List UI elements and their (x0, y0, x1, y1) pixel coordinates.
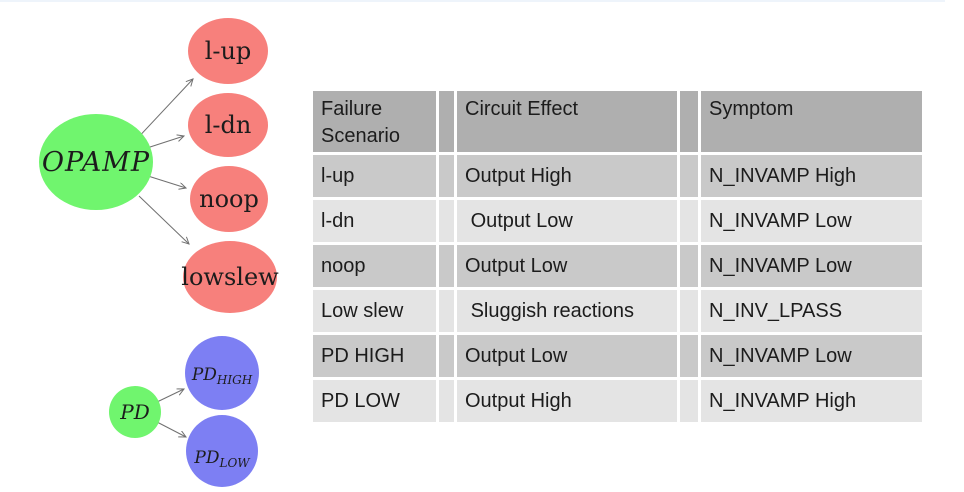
cell-effect: Output Low (457, 335, 677, 377)
window-edge-line (0, 0, 945, 2)
arrow-pd-low (156, 421, 186, 437)
cell-effect: Output Low (457, 200, 677, 242)
fault-tree-diagram: OPAMP l-up l-dn noop lowslew PD PDHIGH (39, 18, 279, 487)
pd-low-label-sub: LOW (218, 456, 251, 470)
cell-spacer (680, 200, 698, 242)
cell-symptom: N_INVAMP Low (701, 335, 922, 377)
cell-symptom: N_INVAMP Low (701, 245, 922, 287)
arrow-opamp-lowslew (138, 195, 189, 244)
pd-label: PD (119, 400, 150, 424)
cell-spacer (680, 290, 698, 332)
pd-high-label-main: PD (191, 365, 217, 385)
opamp-ellipse (39, 114, 153, 210)
header-failure-scenario: Failure Scenario (313, 91, 436, 152)
cell-effect: Output High (457, 155, 677, 197)
cell-spacer (680, 155, 698, 197)
pd-low-label-main: PD (193, 448, 219, 468)
cell-spacer (680, 335, 698, 377)
pd-arrows (156, 389, 186, 437)
header-spacer-1 (439, 91, 454, 152)
cell-symptom: N_INVAMP High (701, 380, 922, 422)
pd-high-circle (185, 336, 259, 410)
cell-scenario: l-dn (313, 200, 436, 242)
opamp-arrows (132, 79, 193, 244)
lowslew-label: lowslew (181, 263, 279, 291)
cell-symptom: N_INVAMP Low (701, 200, 922, 242)
cell-spacer (439, 155, 454, 197)
failure-scenario-table: Failure Scenario Circuit Effect Symptom … (313, 91, 922, 422)
cell-spacer (439, 245, 454, 287)
cell-effect: Output Low (457, 245, 677, 287)
header-symptom: Symptom (701, 91, 922, 152)
pd-low-node: PDLOW (186, 415, 258, 487)
pd-circle (109, 386, 161, 438)
cell-spacer (439, 380, 454, 422)
ldn-node: l-dn (188, 93, 268, 157)
noop-ellipse (190, 166, 268, 232)
lup-ellipse (188, 18, 268, 84)
pd-high-label-sub: HIGH (216, 373, 253, 387)
header-circuit-effect: Circuit Effect (457, 91, 677, 152)
arrow-opamp-lup (132, 79, 193, 144)
cell-scenario: Low slew (313, 290, 436, 332)
pd-high-label: PDHIGH (191, 365, 253, 387)
opamp-label: OPAMP (42, 147, 150, 178)
pd-node: PD (109, 386, 161, 438)
lup-label: l-up (205, 37, 252, 65)
noop-label: noop (199, 185, 259, 213)
noop-node: noop (190, 166, 268, 232)
ldn-ellipse (188, 93, 268, 157)
pd-low-circle (186, 415, 258, 487)
arrow-opamp-noop (147, 175, 186, 188)
cell-spacer (680, 380, 698, 422)
cell-scenario: l-up (313, 155, 436, 197)
cell-spacer (439, 290, 454, 332)
arrow-pd-high (156, 389, 184, 403)
cell-symptom: N_INVAMP High (701, 155, 922, 197)
arrow-opamp-ldn (146, 136, 184, 149)
ldn-label: l-dn (205, 111, 252, 139)
cell-effect: Output High (457, 380, 677, 422)
cell-spacer (439, 200, 454, 242)
pd-high-node: PDHIGH (185, 336, 259, 410)
cell-spacer (680, 245, 698, 287)
lowslew-node: lowslew (181, 241, 279, 313)
cell-scenario: PD HIGH (313, 335, 436, 377)
cell-effect: Sluggish reactions (457, 290, 677, 332)
cell-scenario: PD LOW (313, 380, 436, 422)
header-spacer-2 (680, 91, 698, 152)
pd-low-label: PDLOW (193, 448, 251, 470)
cell-scenario: noop (313, 245, 436, 287)
cell-spacer (439, 335, 454, 377)
opamp-node: OPAMP (39, 114, 153, 210)
lup-node: l-up (188, 18, 268, 84)
lowslew-ellipse (183, 241, 277, 313)
cell-symptom: N_INV_LPASS (701, 290, 922, 332)
